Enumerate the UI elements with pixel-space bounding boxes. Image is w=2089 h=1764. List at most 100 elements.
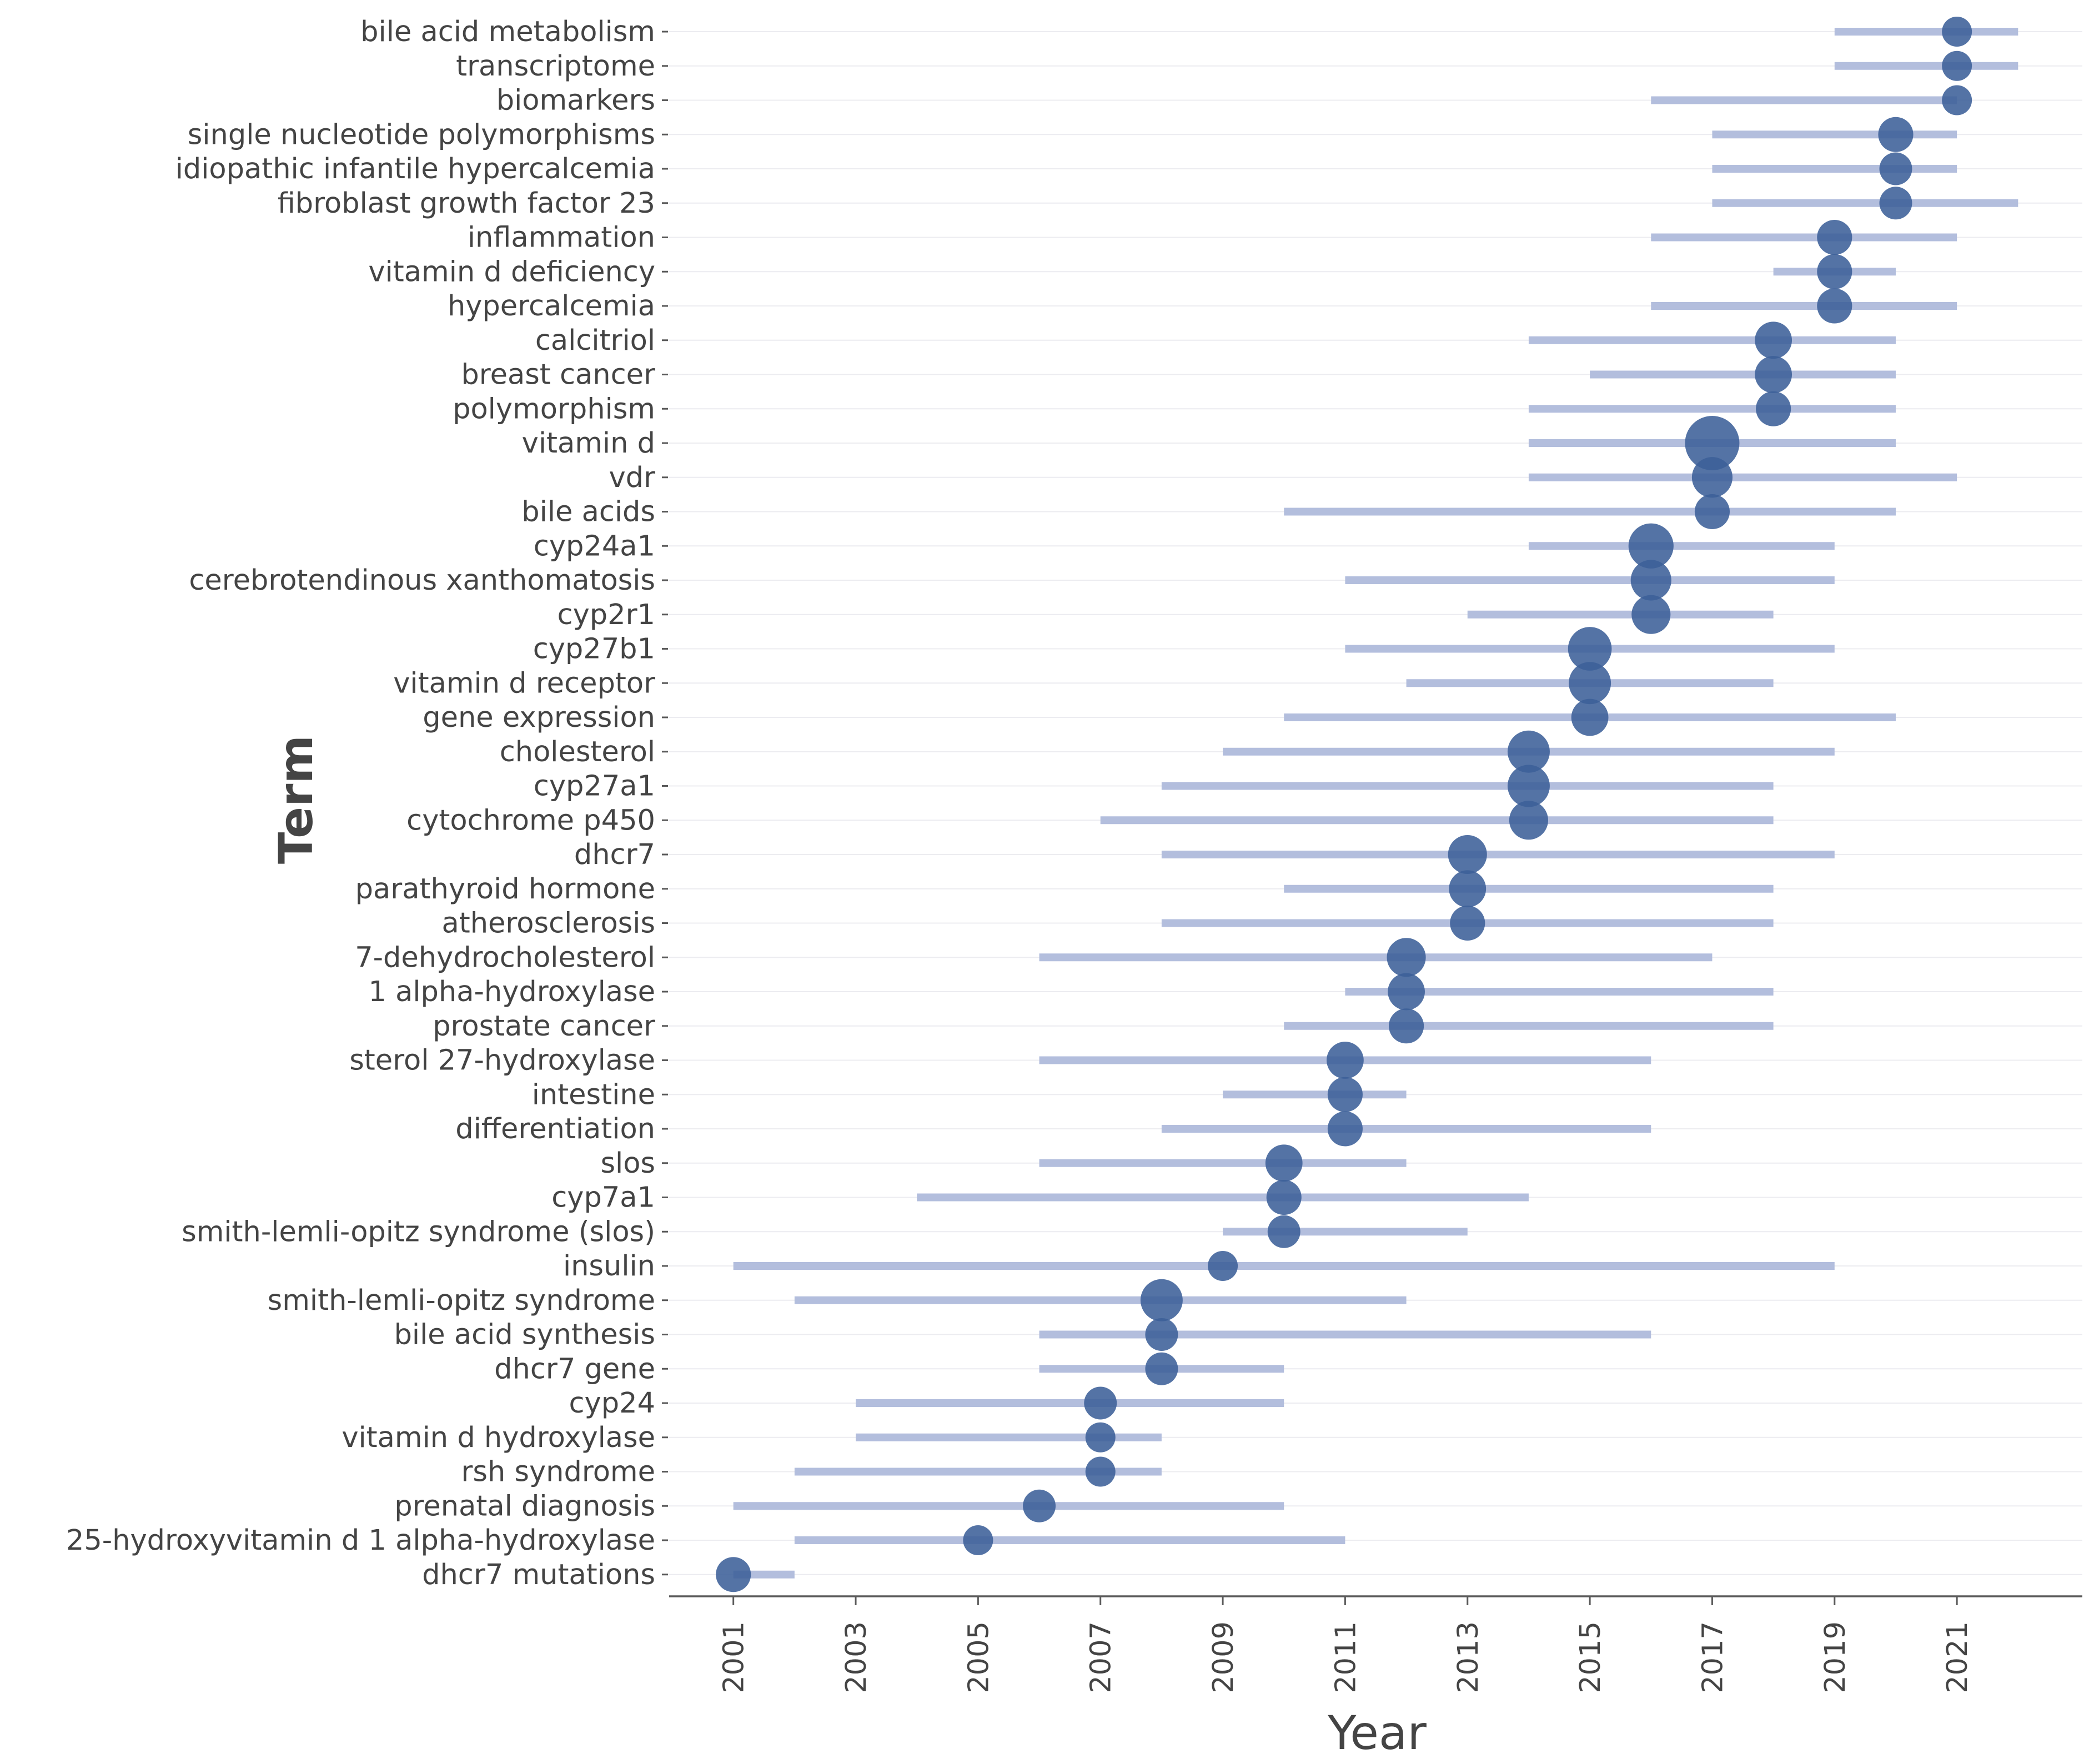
- peak-point: [1327, 1111, 1363, 1147]
- peak-point: [1327, 1077, 1363, 1112]
- term-label: 7-dehydrocholesterol: [355, 941, 655, 974]
- peak-point: [1942, 51, 1972, 81]
- term-label: cyp27a1: [534, 770, 655, 803]
- term-label: insulin: [563, 1250, 655, 1283]
- peak-point: [1685, 416, 1740, 470]
- term-label: biomarkers: [496, 84, 655, 117]
- term-label: hypercalcemia: [448, 290, 655, 323]
- peak-point: [716, 1557, 751, 1592]
- term-label: single nucleotide polymorphisms: [188, 118, 655, 151]
- peak-point: [1569, 662, 1611, 705]
- peak-point: [1449, 870, 1487, 908]
- term-label: dhcr7 gene: [494, 1353, 655, 1385]
- year-tick-label: 2011: [1329, 1621, 1362, 1693]
- term-label: sterol 27-hydroxylase: [349, 1044, 655, 1077]
- peak-point: [1755, 356, 1792, 393]
- peak-point: [1756, 391, 1791, 426]
- term-label: 1 alpha-hydroxylase: [368, 976, 655, 1008]
- term-label: idiopathic infantile hypercalcemia: [175, 153, 655, 185]
- year-tick-label: 2015: [1574, 1621, 1607, 1693]
- peak-point: [1507, 730, 1550, 773]
- peak-point: [1509, 801, 1548, 840]
- term-label: slos: [600, 1147, 655, 1180]
- peak-point: [1145, 1318, 1178, 1351]
- term-label: cholesterol: [500, 736, 655, 768]
- peak-point: [1387, 938, 1426, 977]
- x-tick-labels: 2001 2003 2005 2007 2009 2011 2013 2015 2017 2019…: [718, 1621, 1974, 1693]
- term-label: fibroblast growth factor 23: [278, 187, 655, 220]
- year-tick-label: 2001: [718, 1621, 751, 1693]
- term-label: atherosclerosis: [441, 907, 655, 940]
- peak-point: [1327, 1042, 1364, 1079]
- peak-point: [963, 1525, 993, 1555]
- term-label: calcitriol: [535, 324, 655, 357]
- term-label: dhcr7: [574, 838, 655, 871]
- year-tick-label: 2005: [962, 1621, 995, 1693]
- peak-point: [1140, 1279, 1183, 1321]
- term-label: transcriptome: [456, 50, 655, 83]
- peak-point: [1691, 457, 1733, 498]
- peak-point: [1628, 523, 1674, 569]
- peak-point: [1208, 1251, 1238, 1281]
- term-label: vitamin d deficiency: [368, 255, 655, 288]
- term-label: smith-lemli-opitz syndrome: [268, 1284, 655, 1317]
- term-label: prostate cancer: [433, 1010, 655, 1043]
- year-tick-label: 2003: [840, 1621, 873, 1693]
- peak-point: [1817, 288, 1852, 324]
- peak-point: [1630, 560, 1671, 601]
- term-label: vdr: [609, 461, 655, 494]
- y-tick-labels: bile acid metabolismtranscriptomebiomark…: [66, 16, 655, 1591]
- term-label: vitamin d receptor: [393, 667, 655, 700]
- peak-point: [1266, 1179, 1302, 1215]
- term-label: cerebrotendinous xanthomatosis: [189, 564, 655, 597]
- term-label: cyp7a1: [551, 1182, 655, 1214]
- peak-point: [1879, 187, 1912, 220]
- peak-point: [1267, 1215, 1300, 1248]
- year-tick-label: 2013: [1452, 1621, 1485, 1693]
- term-label: breast cancer: [461, 359, 655, 391]
- year-tick-label: 2019: [1819, 1621, 1852, 1693]
- peak-point: [1023, 1489, 1056, 1522]
- year-tick-label: 2009: [1207, 1621, 1240, 1693]
- term-label: cyp2r1: [558, 599, 655, 631]
- term-label: intestine: [532, 1078, 655, 1111]
- term-label: cyp27b1: [533, 633, 655, 666]
- term-label: rsh syndrome: [461, 1456, 655, 1489]
- term-label: vitamin d: [522, 427, 655, 460]
- term-label: vitamin d hydroxylase: [342, 1421, 655, 1454]
- peak-point: [1145, 1352, 1178, 1385]
- term-label: parathyroid hormone: [355, 873, 655, 906]
- axes: [662, 31, 2082, 1605]
- term-label: cyp24: [569, 1387, 656, 1420]
- peak-point: [1631, 595, 1671, 634]
- x-axis-title: Year: [1327, 1706, 1427, 1760]
- peak-point: [1450, 905, 1485, 941]
- peak-point: [1085, 1456, 1116, 1487]
- year-tick-label: 2017: [1696, 1621, 1729, 1693]
- range-bars: [733, 28, 2018, 1579]
- peak-point: [1571, 698, 1609, 736]
- peak-points: [716, 17, 1972, 1592]
- term-label: inflammation: [468, 222, 655, 254]
- year-tick-label: 2021: [1941, 1621, 1974, 1693]
- peak-point: [1942, 85, 1972, 115]
- term-label: polymorphism: [453, 393, 655, 425]
- peak-point: [1448, 835, 1487, 875]
- peak-point: [1878, 117, 1914, 152]
- term-label: gene expression: [423, 701, 655, 734]
- term-label: dhcr7 mutations: [422, 1559, 655, 1591]
- term-label: bile acid metabolism: [360, 16, 655, 48]
- peak-point: [1568, 627, 1612, 671]
- peak-point: [1085, 1422, 1116, 1453]
- gridlines: [669, 31, 2082, 1575]
- term-label: bile acid synthesis: [394, 1319, 655, 1351]
- peak-point: [1265, 1144, 1303, 1182]
- year-tick-label: 2007: [1085, 1621, 1118, 1693]
- peak-point: [1084, 1386, 1117, 1420]
- term-label: cytochrome p450: [406, 804, 655, 837]
- term-label: bile acids: [521, 496, 655, 529]
- peak-point: [1388, 973, 1425, 1011]
- term-label: prenatal diagnosis: [394, 1490, 655, 1522]
- term-label: cyp24a1: [534, 530, 655, 562]
